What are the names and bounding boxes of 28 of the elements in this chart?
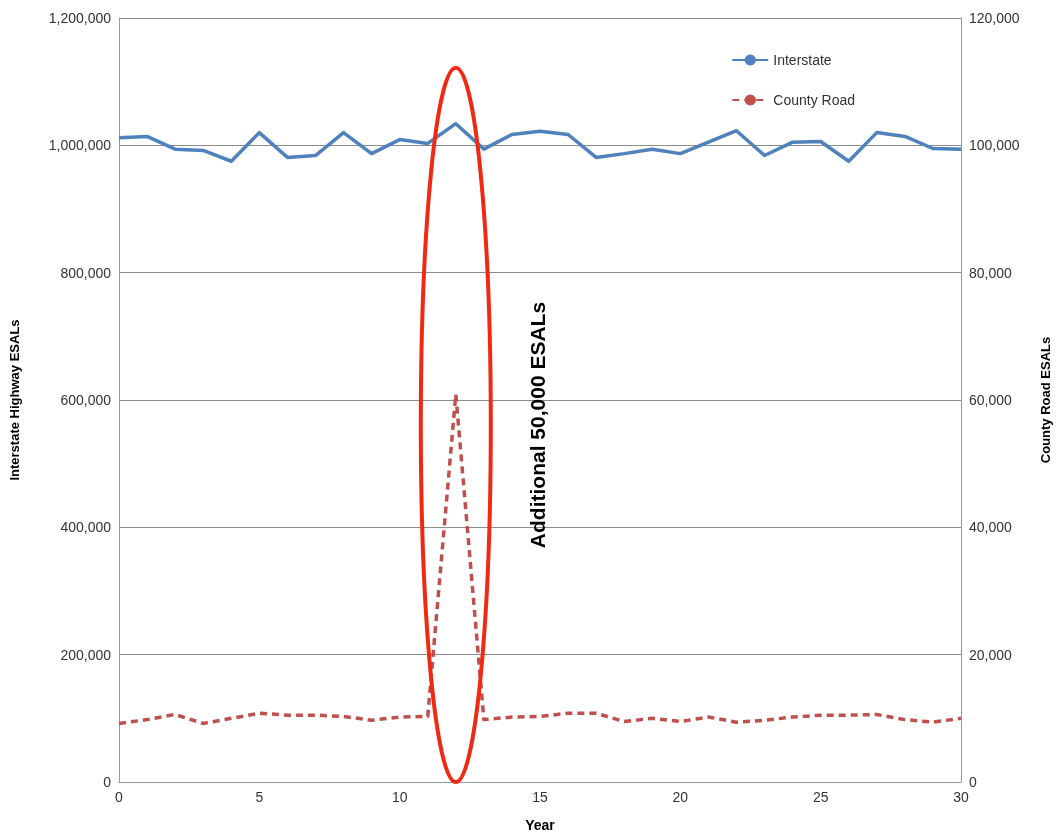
y2-tick-label: 100,000 [969,137,1020,154]
y2-tick-label: 120,000 [969,10,1020,26]
x-tick-label: 10 [391,789,408,805]
y2-tick-label: 20,000 [969,646,1013,663]
x-tick-label: 15 [532,789,548,805]
legend-label: County Road [773,92,855,108]
y-tick-label: 1,200,000 [48,10,112,26]
y-tick-label: 400,000 [60,519,112,536]
x-axis-title: Year [525,817,556,833]
y2-tick-label: 80,000 [969,264,1013,281]
x-tick-label: 0 [115,789,124,805]
y-tick-label: 600,000 [60,392,112,408]
x-tick-label: 20 [672,789,689,805]
y2-tick-label: 40,000 [969,519,1013,536]
y-tick-label: 1,000,000 [48,137,112,154]
y2-tick-label: 60,000 [969,392,1013,408]
annotation: Additional 50,000 ESALs [526,301,550,549]
x-tick-label: 5 [255,789,264,805]
y-axis-title: Interstate Highway ESALs [7,319,22,481]
y2-axis-title: County Road ESALs [1038,336,1053,464]
x-tick-label: 25 [812,789,829,805]
legend-label: Interstate [773,52,832,68]
line-series [117,121,963,163]
y-tick-label: 800,000 [60,264,112,281]
x-tick-label: 30 [953,789,969,805]
y-tick-label: 200,000 [60,646,112,663]
y2-tick-label: 0 [969,774,977,790]
y-tick-label: 0 [103,774,112,790]
